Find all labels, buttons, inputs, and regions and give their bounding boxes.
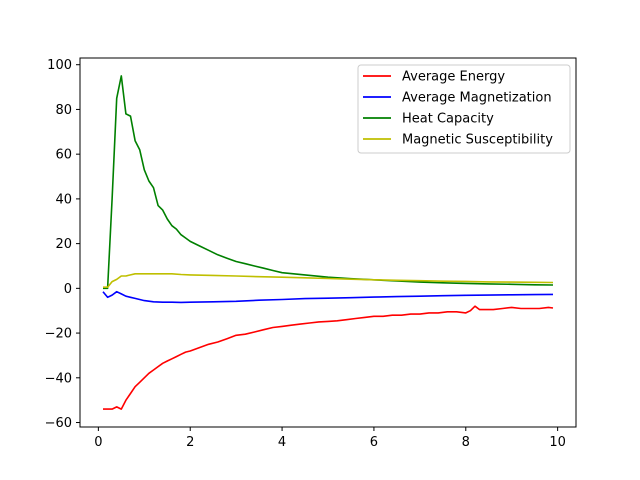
- x-tick-label: 6: [370, 435, 378, 450]
- legend-box: [357, 64, 571, 154]
- y-tick-label: 60: [55, 148, 72, 163]
- y-tick-label: −60: [45, 416, 72, 431]
- x-tick-label: 8: [462, 435, 470, 450]
- x-tick-label: 2: [186, 435, 194, 450]
- series-line-0: [103, 305, 554, 410]
- x-tick-label: 10: [549, 435, 566, 450]
- x-tick-label: 4: [278, 435, 286, 450]
- legend-label-1: Average Magnetization: [402, 91, 552, 106]
- y-tick-label: 0: [64, 282, 72, 297]
- y-tick-label: 80: [55, 103, 72, 118]
- y-tick-label: 40: [55, 192, 72, 207]
- y-tick-label: 20: [55, 237, 72, 252]
- series-group: [102, 75, 554, 410]
- x-tick-label: 0: [94, 435, 102, 450]
- series-line-3: [103, 272, 554, 289]
- x-axis: 0 2 4 6 8 10: [94, 427, 566, 450]
- y-axis: −60 −40 −20 0 20 40 60 80 100: [45, 58, 80, 431]
- y-tick-label: −40: [45, 371, 72, 386]
- y-tick-label: −20: [45, 327, 72, 342]
- series-line-1: [102, 290, 554, 304]
- series-line-2: [103, 75, 554, 290]
- legend-label-3: Magnetic Susceptibility: [402, 133, 553, 148]
- legend-label-0: Average Energy: [402, 70, 505, 85]
- legend-label-2: Heat Capacity: [402, 112, 494, 127]
- plot-frame: [79, 57, 577, 428]
- legend: Average Energy Average Magnetization Heat …: [357, 64, 571, 154]
- y-tick-label: 100: [47, 58, 72, 73]
